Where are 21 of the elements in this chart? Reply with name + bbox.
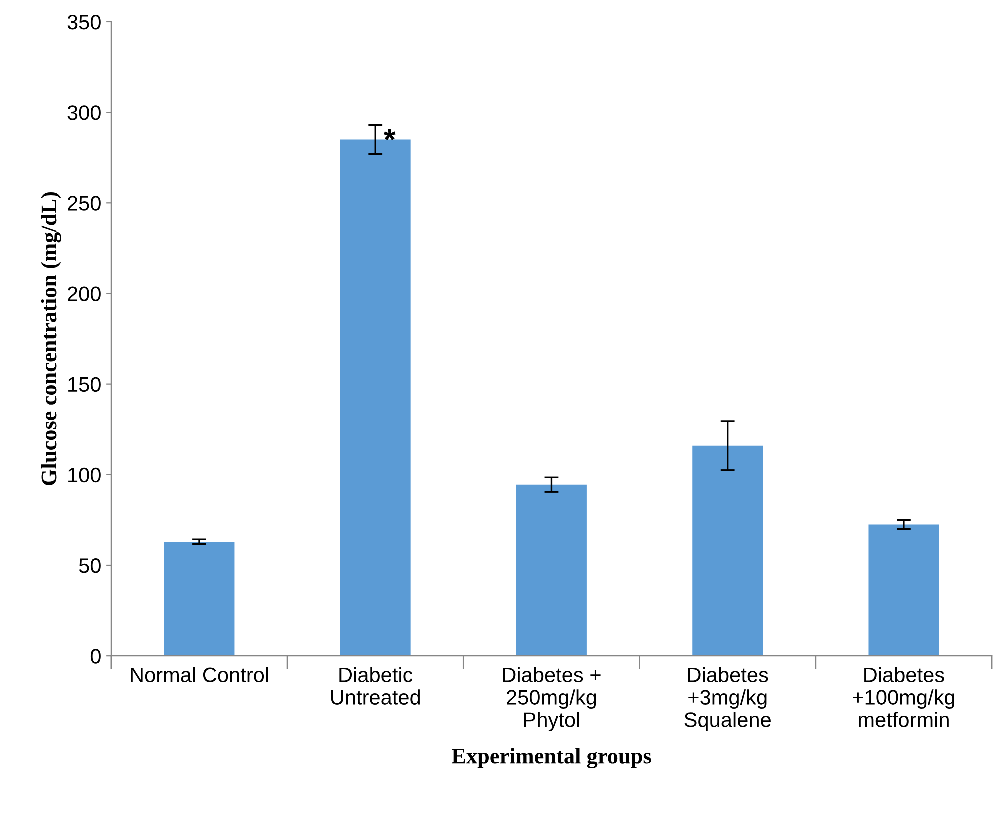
x-axis-title: Experimental groups [452, 748, 652, 768]
x-tick-label: Normal Control [131, 667, 268, 682]
annotation: * [384, 129, 396, 141]
x-tick-label: Diabetic Untreated [331, 667, 420, 705]
y-tick-label: 100 [68, 468, 101, 483]
y-tick-label: 50 [79, 558, 101, 574]
y-tick-label: 200 [68, 286, 101, 302]
x-tick-label: Diabetes + 250mg/kg Phytol [503, 667, 601, 732]
y-tick-label: 250 [68, 196, 101, 211]
x-tick-label: Diabetes +3mg/kg Squalene [684, 667, 771, 732]
y-tick-label: 150 [68, 377, 101, 392]
y-tick-label: 350 [68, 14, 101, 30]
bar [868, 524, 940, 656]
y-tick-label: 0 [90, 649, 101, 664]
x-tick-label: Diabetes +100mg/kg metformin [853, 667, 954, 728]
bar [340, 140, 411, 656]
bar [692, 446, 764, 656]
y-axis-title: Glucose concentration (mg/dL) [41, 192, 62, 486]
bar [516, 484, 587, 656]
bar [164, 542, 235, 656]
y-tick-label: 300 [68, 106, 101, 120]
